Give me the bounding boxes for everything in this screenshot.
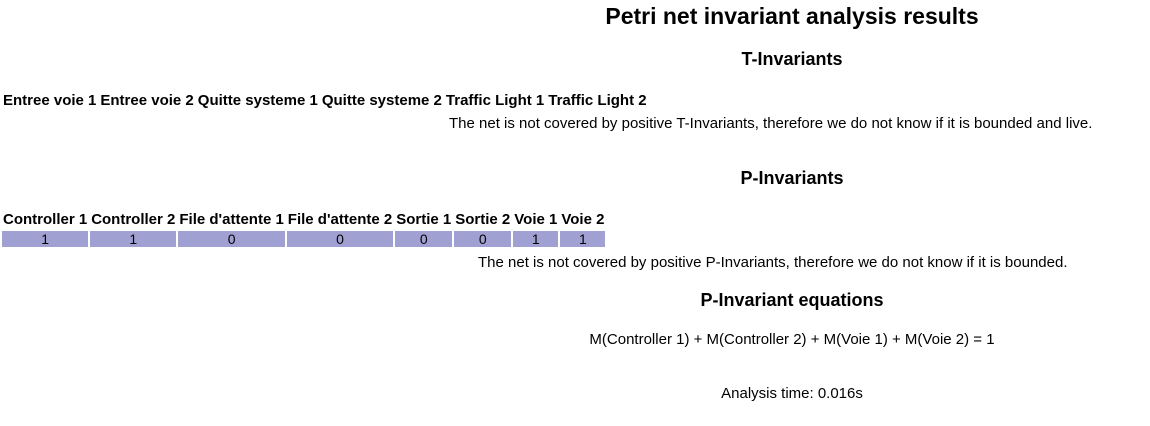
table-cell: 1 bbox=[2, 231, 89, 247]
table-cell: 1 bbox=[560, 231, 606, 247]
p-invariants-coverage-note: The net is not covered by positive P-Inv… bbox=[478, 254, 1068, 271]
p-column-header: File d'attente 1 bbox=[179, 211, 284, 228]
analysis-time: Analysis time: 0.016s bbox=[721, 385, 863, 402]
p-column-header: Voie 2 bbox=[561, 211, 605, 228]
table-row: 1 1 0 0 0 0 1 1 bbox=[2, 231, 606, 247]
p-column-header: Voie 1 bbox=[514, 211, 558, 228]
table-cell: 0 bbox=[178, 231, 285, 247]
page-title: Petri net invariant analysis results bbox=[605, 3, 979, 29]
t-column-header: Traffic Light 1 bbox=[445, 92, 545, 109]
p-invariants-header-row: Controller 1 Controller 2 File d'attente… bbox=[2, 210, 605, 229]
table-cell: 0 bbox=[286, 231, 394, 247]
table-cell: 1 bbox=[90, 231, 177, 247]
table-cell: 0 bbox=[454, 231, 512, 247]
t-invariants-header-row: Entree voie 1 Entree voie 2 Quitte syste… bbox=[2, 91, 648, 110]
p-invariant-equation: M(Controller 1) + M(Controller 2) + M(Vo… bbox=[589, 331, 995, 348]
p-column-header: Sortie 1 bbox=[396, 211, 452, 228]
t-invariants-heading: T-Invariants bbox=[741, 49, 843, 69]
t-column-header: Quitte systeme 1 bbox=[197, 92, 318, 109]
t-column-header: Quitte systeme 2 bbox=[321, 92, 442, 109]
t-invariants-coverage-note: The net is not covered by positive T-Inv… bbox=[449, 115, 1093, 132]
t-invariants-table: Entree voie 1 Entree voie 2 Quitte syste… bbox=[0, 89, 650, 112]
table-cell: 0 bbox=[395, 231, 453, 247]
t-column-header: Entree voie 1 bbox=[3, 92, 97, 109]
p-column-header: File d'attente 2 bbox=[287, 211, 393, 228]
p-invariant-equations-heading: P-Invariant equations bbox=[700, 290, 884, 310]
p-column-header: Controller 1 bbox=[3, 211, 88, 228]
t-column-header: Entree voie 2 bbox=[100, 92, 194, 109]
t-column-header: Traffic Light 2 bbox=[548, 92, 647, 109]
p-invariants-table: Controller 1 Controller 2 File d'attente… bbox=[0, 208, 607, 249]
p-column-header: Sortie 2 bbox=[455, 211, 511, 228]
p-column-header: Controller 2 bbox=[91, 211, 176, 228]
p-invariants-heading: P-Invariants bbox=[740, 168, 844, 188]
table-cell: 1 bbox=[513, 231, 559, 247]
